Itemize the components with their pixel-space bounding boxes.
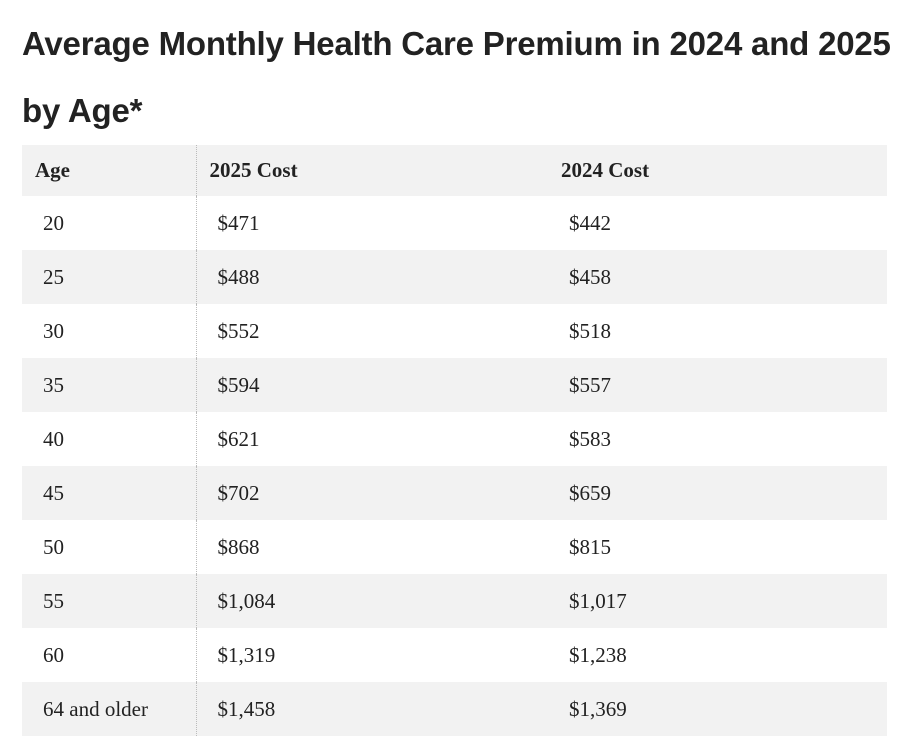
column-header: Age [22, 145, 197, 196]
table-header: Age 2025 Cost 2024 Cost [22, 145, 887, 196]
table-row: 60 $1,319 $1,238 [22, 628, 887, 682]
table-row: 35 $594 $557 [22, 358, 887, 412]
page-title: Average Monthly Health Care Premium in 2… [22, 25, 891, 129]
table-cell: 50 [22, 520, 197, 574]
table-row: 20 $471 $442 [22, 196, 887, 250]
table-cell: $518 [569, 318, 611, 343]
table-cell: $815 [569, 534, 611, 559]
table-row: 25 $488 $458 [22, 250, 887, 304]
table-cell: $557 [548, 358, 887, 412]
table-cell: $594 [196, 358, 548, 412]
table-cell: 35 [22, 358, 197, 412]
table-cell: $1,238 [569, 642, 627, 667]
table-row: 45 $702 $659 [22, 466, 887, 520]
table-cell: $659 [548, 466, 887, 520]
table-row: 40 $621 $583 [22, 412, 887, 466]
table-cell: $1,319 [217, 642, 276, 667]
table-cell: $1,458 [196, 682, 548, 736]
table-cell: $471 [217, 210, 260, 235]
table-cell: $621 [217, 426, 260, 451]
table-cell: $442 [569, 210, 611, 235]
table-cell: $583 [569, 426, 611, 451]
table-cell: 20 [22, 196, 197, 250]
table-cell: $702 [196, 466, 548, 520]
column-header: 2024 Cost [548, 145, 887, 196]
table-cell: 30 [22, 304, 197, 358]
premium-table: Age 2025 Cost 2024 Cost 20 $471 $442 25 $488 $4… [22, 145, 888, 736]
table-cell: $1,084 [196, 574, 548, 628]
table-cell: $552 [217, 318, 260, 343]
header-row: Age 2025 Cost 2024 Cost [22, 145, 887, 196]
table-cell: $458 [548, 250, 887, 304]
table-cell: 60 [22, 628, 197, 682]
table-row: 55 $1,084 $1,017 [22, 574, 887, 628]
table-cell: $1,369 [548, 682, 887, 736]
table-cell: 64 and older [22, 682, 197, 736]
column-header: 2025 Cost [196, 145, 548, 196]
table-cell: 55 [22, 574, 197, 628]
table-cell: 40 [22, 412, 197, 466]
table-body: 20 $471 $442 25 $488 $458 30 $552 $518 35 $594 $557… [22, 196, 887, 736]
table-row: 50 $868 $815 [22, 520, 887, 574]
table-cell: $1,017 [548, 574, 887, 628]
table-cell: $868 [217, 534, 260, 559]
table-cell: $488 [196, 250, 548, 304]
table-row: 64 and older $1,458 $1,369 [22, 682, 887, 736]
table-cell: 45 [22, 466, 197, 520]
table-row: 30 $552 $518 [22, 304, 887, 358]
table-cell: 25 [22, 250, 197, 304]
